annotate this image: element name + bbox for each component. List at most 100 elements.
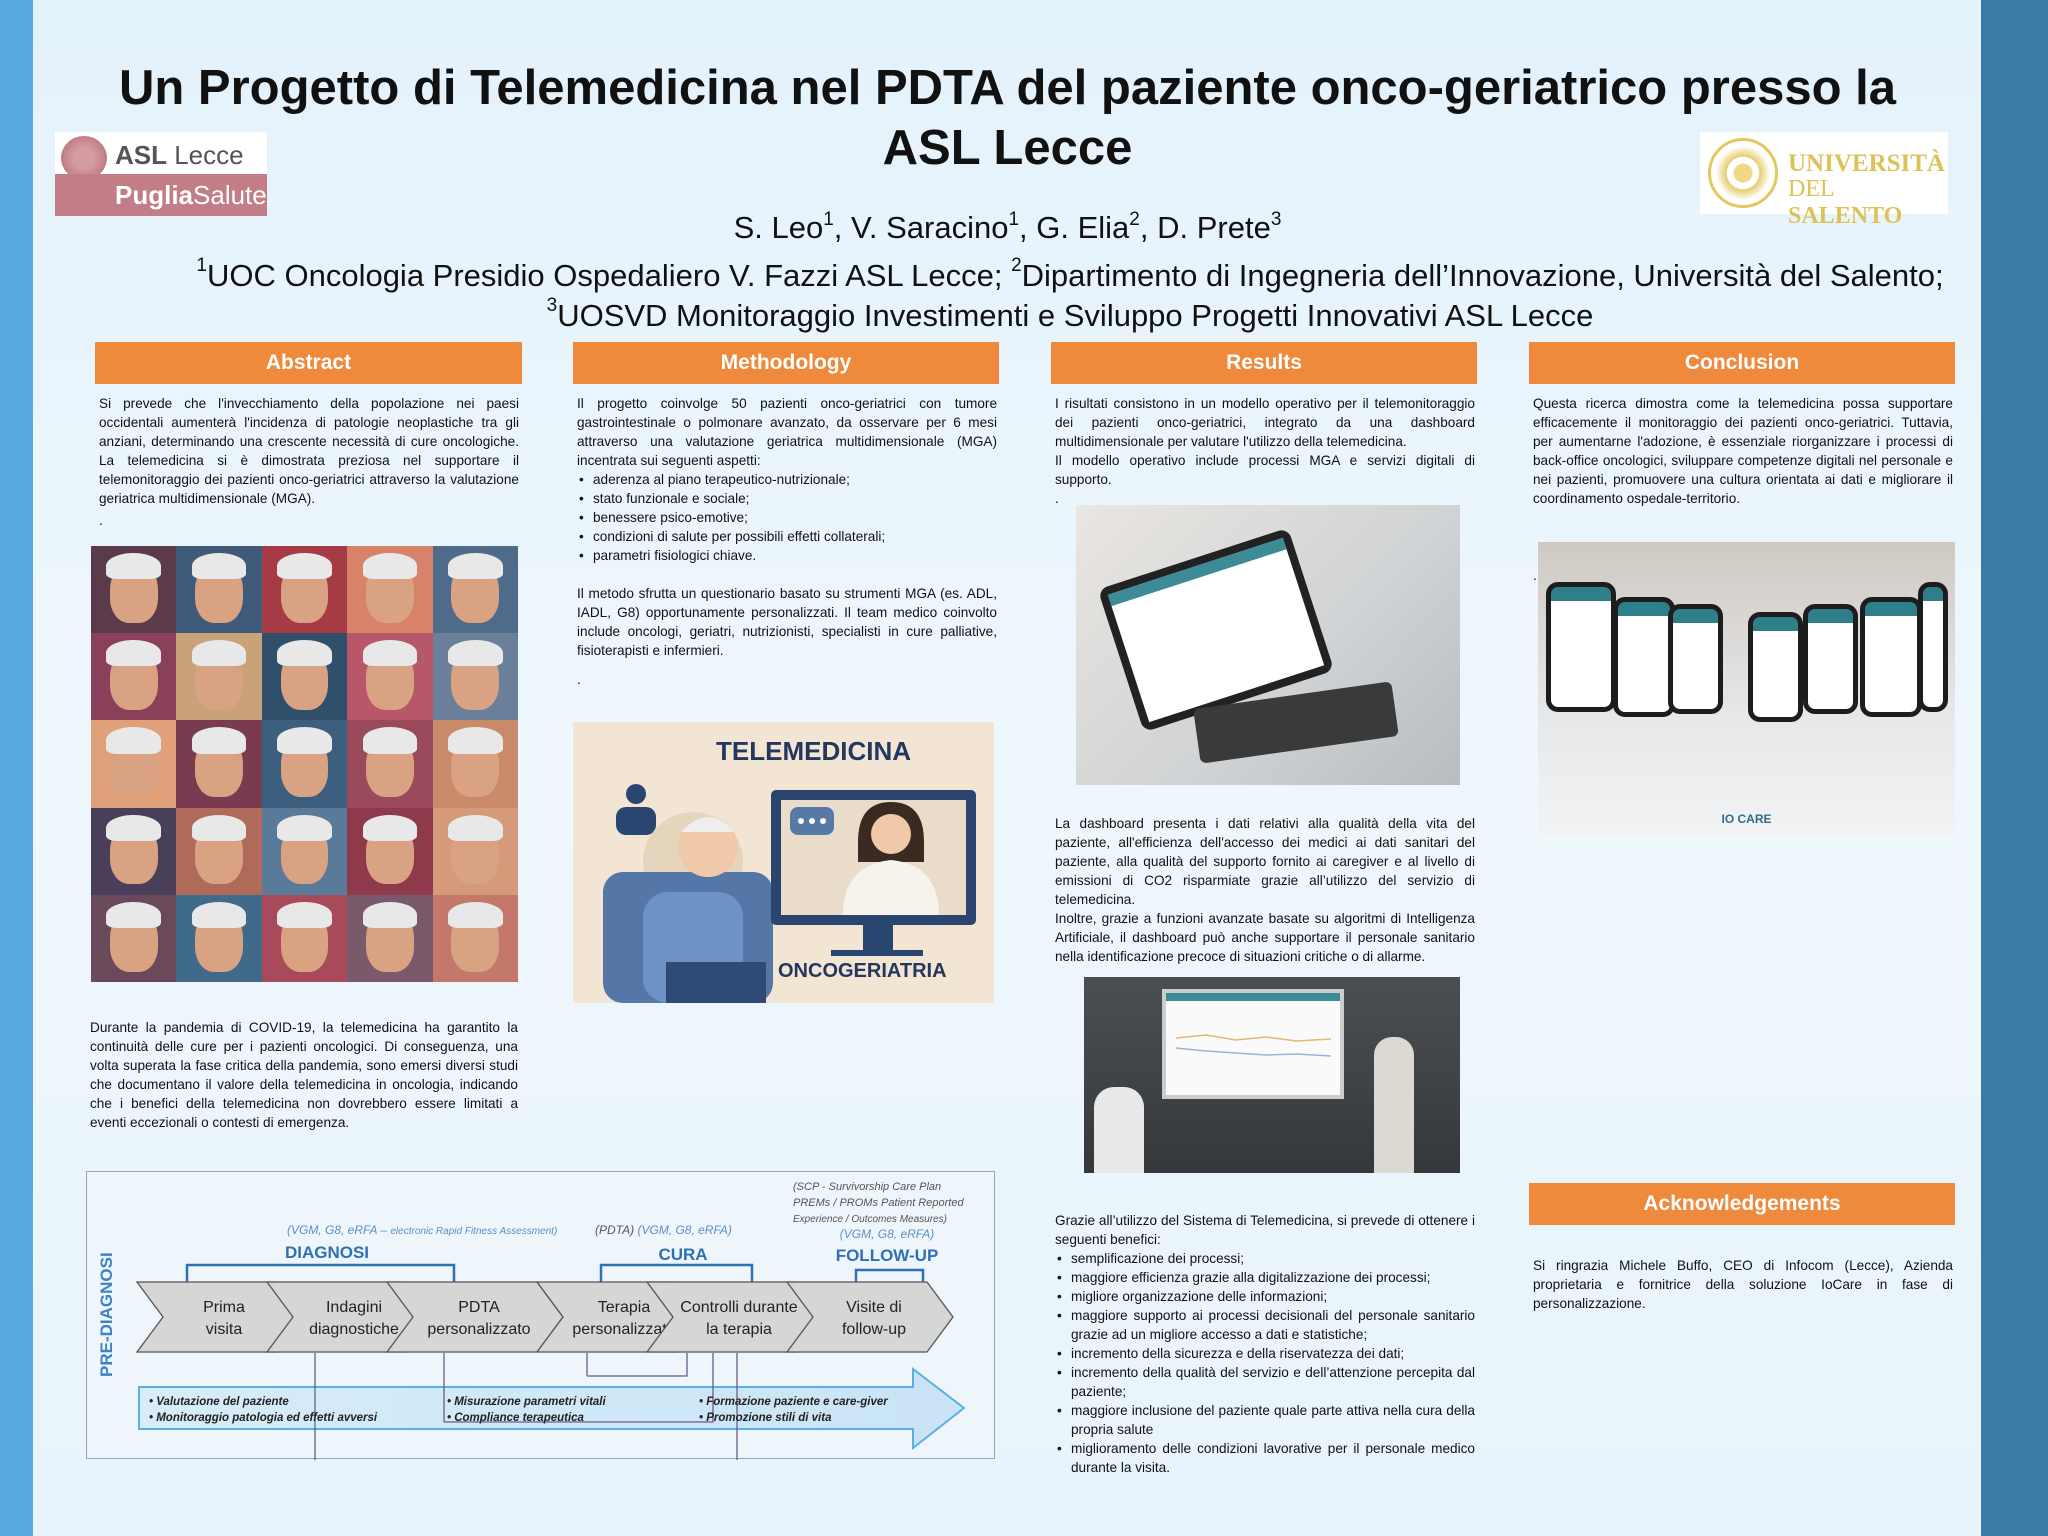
process-step-label: Terapia — [598, 1299, 651, 1316]
elderly-face-portrait — [432, 894, 518, 982]
process-step-label: visita — [206, 1321, 243, 1338]
activity-label: • Promozione stili di vita — [699, 1412, 832, 1424]
process-step-label: Visite di — [846, 1299, 902, 1316]
follow-up-bracket — [854, 1268, 925, 1282]
unisalento-logo: UNIVERSITÀ DEL SALENTO — [1700, 132, 1948, 229]
process-step-label: diagnostiche — [309, 1321, 399, 1338]
abstract-paragraph-covid: Durante la pandemia di COVID-19, la tele… — [90, 1020, 518, 1130]
methodology-text: Il progetto coinvolge 50 pazienti onco-g… — [577, 394, 997, 689]
activity-label: • Formazione paziente e care-giver — [699, 1396, 888, 1408]
elderly-face-portrait — [347, 546, 433, 634]
elderly-face-portrait — [261, 894, 348, 982]
cura-label: CURA — [658, 1245, 707, 1264]
activity-label: • Misurazione parametri vitali — [447, 1396, 606, 1408]
elderly-face-portrait — [432, 720, 518, 808]
elderly-face-portrait — [261, 633, 348, 721]
conclusion-heading: Conclusion — [1529, 342, 1955, 384]
phone-mockup — [1748, 612, 1803, 722]
tablet-dashboard-photo — [1076, 505, 1460, 785]
iocare-app-mockup: IO CARE — [1538, 542, 1955, 836]
dashboard-presentation-photo — [1084, 977, 1460, 1173]
affiliation-number: 2 — [1129, 209, 1140, 230]
abstract-heading: Abstract — [95, 342, 522, 384]
affiliation-number: 1 — [823, 209, 834, 230]
affiliation-number: 2 — [1011, 255, 1022, 276]
followup-extra-note: Experience / Outcomes Measures) — [793, 1214, 947, 1225]
results-dashboard-text: La dashboard presenta i dati relativi al… — [1055, 814, 1475, 966]
list-item: miglioramento delle condizioni lavorativ… — [1055, 1439, 1475, 1477]
elderly-face-portrait — [91, 807, 177, 895]
app-phone-screens — [1538, 542, 1955, 836]
left-border-strip — [0, 0, 33, 1536]
diagnosi-note: (VGM, G8, eRFA – electronic Rapid Fitnes… — [287, 1223, 557, 1237]
follow-up-note: (VGM, G8, eRFA) — [840, 1227, 934, 1241]
list-item: maggiore supporto ai processi decisional… — [1055, 1306, 1475, 1344]
elderly-face-portrait — [176, 807, 262, 895]
process-step-chevron — [385, 1281, 564, 1353]
list-item: parametri fisiologici chiave. — [577, 546, 997, 565]
logo-text: Salute — [193, 180, 267, 210]
list-item: maggiore inclusione del paziente quale p… — [1055, 1401, 1475, 1439]
phone-mockup — [1860, 597, 1922, 717]
timeline-arrow — [138, 1366, 966, 1451]
list-item: incremento della sicurezza e della riser… — [1055, 1344, 1475, 1363]
affiliation: UOC Oncologia Presidio Ospedaliero V. Fa… — [206, 258, 1012, 293]
elderly-face-portrait — [176, 633, 262, 721]
elderly-face-portrait — [261, 807, 348, 895]
conclusion-paragraph: Questa ricerca dimostra come la telemedi… — [1533, 396, 1953, 506]
pdta-flow-diagram: PRE-DIAGNOSI (VGM, G8, eRFA – electronic… — [86, 1171, 995, 1462]
flow-diagram-canvas: PRE-DIAGNOSI (VGM, G8, eRFA – electronic… — [97, 1181, 966, 1462]
doctor-figure — [1094, 1087, 1144, 1173]
list-item: migliore organizzazione delle informazio… — [1055, 1287, 1475, 1306]
poster-title: Un Progetto di Telemedicina nel PDTA del… — [118, 61, 1897, 175]
methodology-paragraph: Il progetto coinvolge 50 pazienti onco-g… — [577, 396, 997, 468]
elderly-face-portrait — [261, 546, 348, 634]
cura-note: (PDTA) (VGM, G8, eRFA) — [595, 1223, 732, 1237]
illustration-subtitle: ONCOGERIATRIA — [778, 960, 947, 982]
asl-lecce-logo: ASL Lecce PugliaSalute — [55, 132, 267, 216]
author: G. Elia — [1036, 210, 1130, 245]
presenter-figure — [1374, 1037, 1414, 1173]
phone-mockup — [1803, 604, 1858, 714]
phone-mockup — [1613, 597, 1675, 717]
right-border-strip — [1981, 0, 2048, 1536]
diagnosi-label: DIAGNOSI — [285, 1243, 369, 1262]
author-list: S. Leo1, V. Saracino1, G. Elia2, D. Pret… — [733, 209, 1282, 245]
process-step-label: Controlli durante — [680, 1299, 798, 1316]
elderly-face-portrait — [347, 720, 433, 808]
methodology-paragraph: Il metodo sfrutta un questionario basato… — [577, 586, 997, 658]
process-step-label: follow-up — [842, 1321, 906, 1338]
elderly-face-portrait — [91, 720, 177, 808]
patient-doctor-video-call-icon — [603, 784, 976, 1003]
pre-diagnosi-label: PRE-DIAGNOSI — [97, 1252, 116, 1377]
separator-dot: . — [99, 513, 103, 528]
elderly-face-portrait — [176, 546, 262, 634]
affiliation-number: 3 — [546, 295, 558, 316]
elderly-face-portrait — [176, 894, 262, 982]
elderly-face-portrait — [91, 633, 177, 721]
followup-extra-note: (SCP - Survivorship Care Plan — [793, 1181, 941, 1193]
author: V. Saracino — [851, 210, 1009, 245]
elderly-face-portrait — [347, 894, 433, 982]
dashboard-screen — [1162, 989, 1344, 1099]
process-step-label: la terapia — [706, 1321, 772, 1338]
abstract-paragraph: Si prevede che l'invecchiamento della po… — [99, 396, 519, 506]
logo-text: Lecce — [167, 140, 244, 170]
author: D. Prete — [1157, 210, 1271, 245]
conclusion-text: Questa ricerca dimostra come la telemedi… — [1533, 394, 1953, 508]
activity-label: • Valutazione del paziente — [149, 1396, 289, 1408]
follow-up-label: FOLLOW-UP — [836, 1246, 939, 1265]
separator-dot: . — [577, 672, 581, 687]
results-text: I risultati consistono in un modello ope… — [1055, 394, 1475, 508]
elderly-face-portrait — [176, 720, 262, 808]
affiliation: UOSVD Monitoraggio Investimenti e Svilup… — [557, 298, 1594, 333]
elderly-face-portrait — [91, 546, 177, 634]
affiliation: Dipartimento di Ingegneria dell’Innovazi… — [1021, 258, 1944, 293]
list-item: benessere psico-emotive; — [577, 508, 997, 527]
elderly-face-portrait — [347, 807, 433, 895]
results-paragraph: Il modello operativo include processi MG… — [1055, 453, 1475, 487]
list-item: semplificazione dei processi; — [1055, 1249, 1475, 1268]
separator-dot: . — [1055, 491, 1059, 506]
elderly-face-portrait — [347, 633, 433, 721]
list-item: condizioni di salute per possibili effet… — [577, 527, 997, 546]
